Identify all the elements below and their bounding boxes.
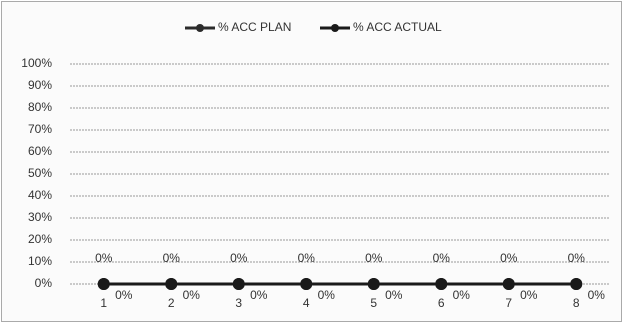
data-point xyxy=(300,278,313,290)
data-label: 0% xyxy=(298,251,316,265)
y-tick-label: 80% xyxy=(28,100,52,114)
data-point xyxy=(232,278,245,290)
y-tick-label: 100% xyxy=(21,56,52,70)
y-tick-label: 30% xyxy=(28,210,52,224)
data-label: 0% xyxy=(453,288,471,302)
legend-marker xyxy=(196,24,204,32)
data-label: 0% xyxy=(95,251,113,265)
y-tick-label: 50% xyxy=(28,166,52,180)
x-tick-label: 6 xyxy=(438,296,445,310)
data-label: 0% xyxy=(365,251,383,265)
data-label: 0% xyxy=(500,251,518,265)
x-tick-label: 3 xyxy=(235,296,242,310)
y-tick-label: 20% xyxy=(28,232,52,246)
y-tick-label: 90% xyxy=(28,78,52,92)
x-tick-label: 7 xyxy=(505,296,512,310)
data-point xyxy=(435,278,448,290)
data-label: 0% xyxy=(163,251,181,265)
x-tick-label: 2 xyxy=(168,296,175,310)
y-tick-label: 10% xyxy=(28,254,52,268)
data-label: 0% xyxy=(568,251,586,265)
x-tick-label: 8 xyxy=(573,296,580,310)
y-tick-label: 60% xyxy=(28,144,52,158)
y-tick-label: 40% xyxy=(28,188,52,202)
legend-label: % ACC ACTUAL xyxy=(353,20,442,34)
data-label: 0% xyxy=(250,288,268,302)
data-point xyxy=(97,278,110,290)
data-label: 0% xyxy=(433,251,451,265)
x-tick-label: 5 xyxy=(370,296,377,310)
data-label: 0% xyxy=(230,251,248,265)
data-label: 0% xyxy=(183,288,201,302)
y-tick-label: 0% xyxy=(35,276,53,290)
data-point xyxy=(570,278,583,290)
data-point xyxy=(165,278,178,290)
data-label: 0% xyxy=(115,288,133,302)
x-tick-label: 1 xyxy=(100,296,107,310)
data-label: 0% xyxy=(588,288,606,302)
legend-label: % ACC PLAN xyxy=(218,20,291,34)
legend-marker xyxy=(331,24,339,32)
x-tick-label: 4 xyxy=(303,296,310,310)
data-label: 0% xyxy=(520,288,538,302)
data-point xyxy=(502,278,515,290)
data-label: 0% xyxy=(318,288,336,302)
data-label: 0% xyxy=(385,288,403,302)
y-tick-label: 70% xyxy=(28,122,52,136)
data-point xyxy=(367,278,380,290)
